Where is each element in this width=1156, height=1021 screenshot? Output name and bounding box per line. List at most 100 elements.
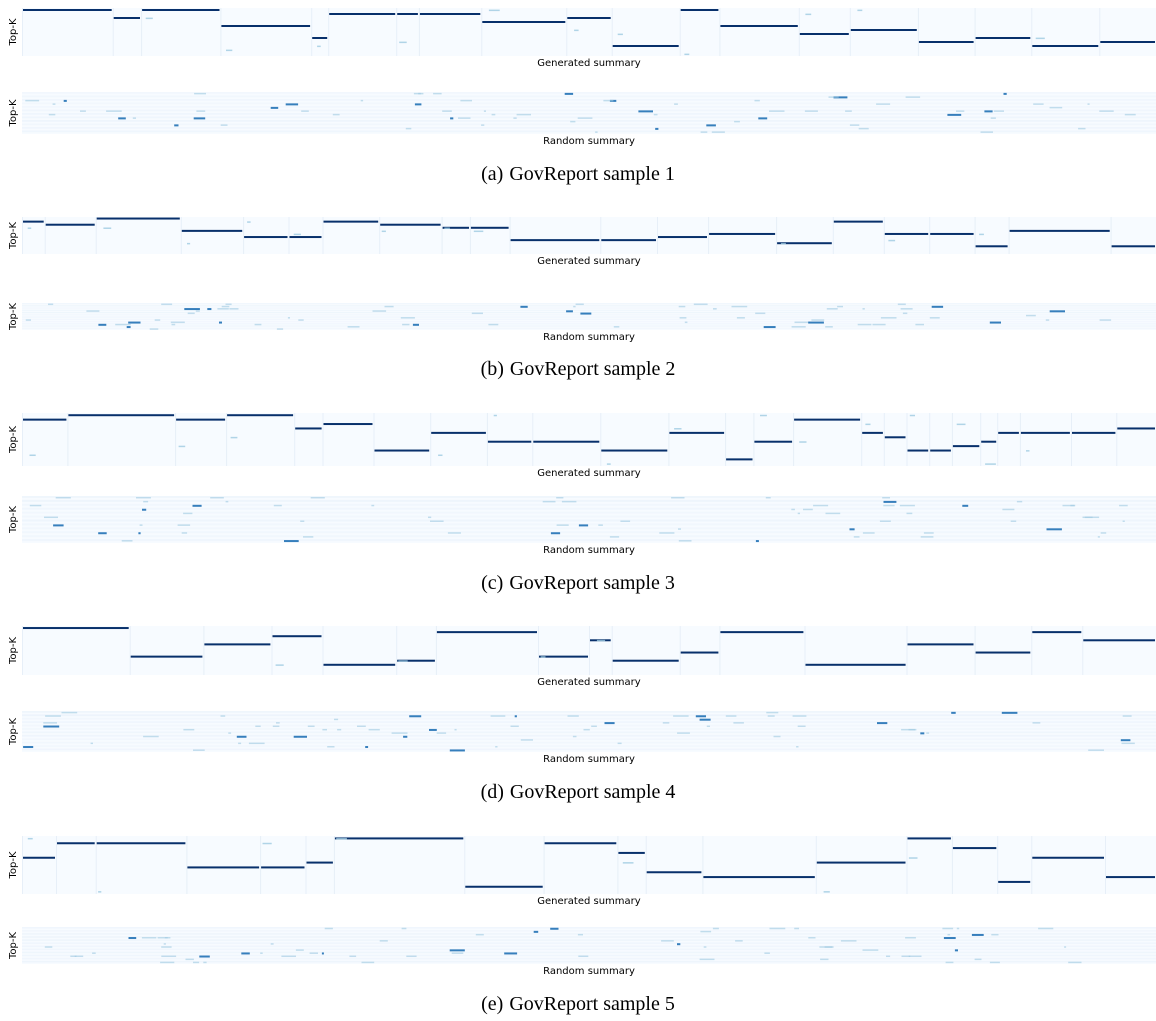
heatmap-cell (693, 303, 708, 306)
segment-boundary (719, 626, 721, 675)
heatmap-cell (193, 749, 205, 751)
caption-text: GovReport sample 3 (509, 572, 675, 594)
heatmap-cell (74, 955, 84, 958)
heatmap-cell (731, 305, 748, 308)
heatmap-cell (909, 414, 915, 417)
heatmap-cell (926, 732, 930, 734)
heatmap-row (22, 957, 1156, 960)
heatmap-cell (174, 124, 179, 127)
y-axis-label: Top-K (8, 303, 19, 331)
attention-segment (204, 643, 271, 646)
heatmap-cell (956, 423, 966, 426)
segment-boundary (566, 8, 568, 56)
segment-boundary (980, 413, 982, 466)
y-axis-label: Top-K (8, 506, 19, 534)
attention-segment (57, 842, 95, 845)
heatmap-cell (901, 728, 916, 731)
y-axis-label: Top-K (8, 637, 19, 665)
heatmap-cell (98, 891, 102, 893)
attention-segment (96, 217, 180, 220)
heatmap-cell (238, 742, 242, 745)
heatmap-cell (136, 496, 151, 499)
caption-b: (b) GovReport sample 2 (0, 358, 1156, 381)
x-axis-label: Generated summary (537, 58, 641, 69)
heatmap-cell (1038, 927, 1054, 930)
heatmap-cell (791, 508, 795, 511)
attention-segment (850, 29, 917, 31)
attention-segment (726, 458, 753, 461)
attention-segment (312, 37, 328, 39)
heatmap-cell (128, 321, 141, 324)
attention-segment (23, 220, 44, 223)
heatmap-cell (442, 110, 452, 112)
heatmap-cell (141, 937, 157, 939)
heatmap-cell (991, 933, 999, 936)
heatmap-cell (187, 312, 195, 315)
heatmap-cell (908, 955, 922, 958)
heatmap-row (22, 515, 1156, 518)
attention-segment (907, 643, 974, 646)
heatmap-cell (293, 735, 307, 738)
segment-boundary (305, 836, 307, 894)
heatmap-cell (163, 943, 166, 945)
heatmap-cell (574, 29, 579, 32)
heatmap-cell (473, 230, 484, 233)
heatmap-cell (905, 937, 916, 939)
attention-segment (646, 871, 702, 874)
y-axis-label: Top-K (8, 18, 19, 46)
heatmap-cell (711, 131, 725, 133)
heatmap-cell (1099, 110, 1114, 112)
heatmap-row (22, 927, 1156, 929)
heatmap-cell (760, 414, 767, 417)
segment-boundary (793, 413, 795, 466)
attention-segment (998, 431, 1019, 434)
heatmap-cell (679, 317, 687, 319)
heatmap-cell (225, 303, 232, 306)
attention-segment (227, 414, 294, 417)
heatmap-cell (398, 660, 408, 662)
heatmap-cell (276, 328, 284, 330)
heatmap-cell (98, 532, 107, 535)
heatmap-cell (272, 725, 280, 728)
segment-boundary (464, 836, 466, 894)
segment-boundary (708, 217, 710, 254)
heatmap-cell (210, 496, 224, 499)
heatmap-cell (811, 319, 825, 321)
segment-boundary (883, 413, 885, 466)
attention-segment (323, 423, 373, 426)
heatmap-cell (700, 930, 712, 933)
heatmap-row (22, 954, 1156, 957)
caption-c: (c) GovReport sample 3 (0, 572, 1156, 595)
heatmap-cell (142, 508, 147, 511)
caption-e: (e) GovReport sample 5 (0, 993, 1156, 1016)
heatmap-cell (923, 532, 934, 534)
segment-boundary (22, 836, 23, 894)
attention-segment (380, 223, 441, 226)
heatmap-cell (193, 961, 200, 964)
heatmap-row (22, 307, 1156, 309)
heatmap-cell (44, 516, 58, 519)
heatmap-cell (825, 326, 833, 328)
segment-boundary (95, 836, 97, 894)
heatmap-cell (804, 110, 818, 112)
heatmap-cell (620, 520, 631, 522)
heatmap-cell (403, 735, 408, 738)
heatmap-cell (301, 110, 309, 112)
heatmap-cell (792, 715, 807, 717)
heatmap-cell (327, 746, 335, 748)
heatmap-cell (857, 323, 872, 326)
heatmap-cell (962, 504, 969, 507)
heatmap-cell (418, 92, 424, 95)
segment-boundary (951, 413, 953, 466)
segment-boundary (906, 413, 908, 466)
heatmap-cell (48, 113, 56, 116)
heatmap-cell (405, 127, 412, 130)
attention-segment (187, 866, 260, 869)
segment-boundary (226, 413, 228, 466)
segment-boundary (804, 626, 806, 675)
heatmap-cell (80, 110, 86, 112)
heatmap-cell (678, 528, 681, 530)
attention-segment (612, 659, 679, 662)
heatmap-row (22, 734, 1156, 737)
attention-segment (884, 436, 906, 439)
